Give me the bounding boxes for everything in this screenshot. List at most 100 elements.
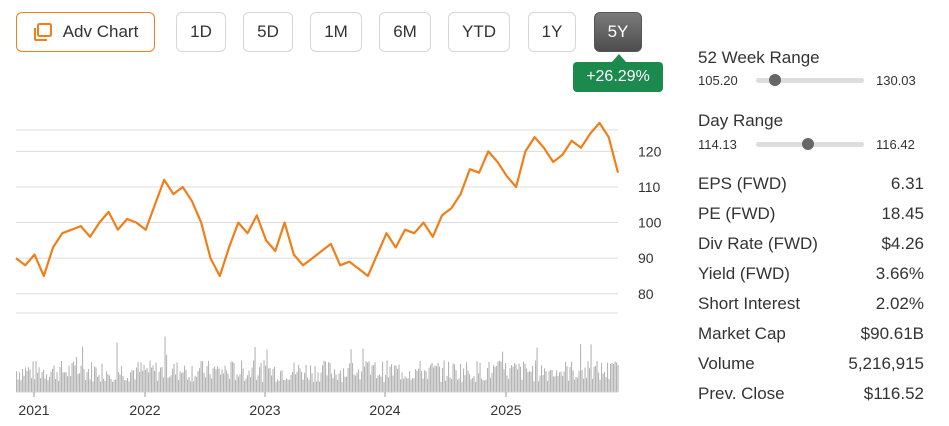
volume-bar bbox=[56, 372, 58, 392]
stat-label: EPS (FWD) bbox=[698, 174, 787, 193]
volume-bar bbox=[617, 365, 619, 392]
day-range-marker bbox=[801, 138, 814, 150]
volume-bar bbox=[271, 375, 273, 392]
volume-bar bbox=[392, 375, 394, 392]
volume-bar bbox=[545, 371, 547, 392]
volume-bar bbox=[502, 351, 504, 392]
stat-value: 5,216,915 bbox=[848, 354, 924, 373]
volume-bar bbox=[403, 378, 405, 392]
volume-bar bbox=[589, 368, 591, 392]
y-tick-label: 80 bbox=[638, 286, 654, 302]
volume-bar bbox=[122, 376, 124, 392]
volume-bar bbox=[533, 381, 535, 392]
volume-bar bbox=[410, 379, 412, 392]
period-5y-button[interactable]: 5Y bbox=[594, 12, 642, 52]
stat-eps-fwd: EPS (FWD) 6.31 bbox=[698, 169, 924, 199]
volume-bar bbox=[137, 362, 139, 392]
volume-bar bbox=[449, 377, 451, 392]
volume-bar bbox=[611, 362, 613, 392]
volume-bar bbox=[136, 367, 138, 392]
stat-label: Market Cap bbox=[698, 324, 786, 343]
volume-bar bbox=[443, 360, 445, 392]
volume-bar bbox=[551, 370, 553, 392]
volume-bar bbox=[460, 364, 462, 392]
volume-bar bbox=[166, 355, 168, 392]
volume-bar bbox=[541, 365, 543, 392]
period-1m-button[interactable]: 1M bbox=[310, 12, 362, 52]
volume-bar bbox=[140, 362, 142, 392]
volume-bar bbox=[193, 381, 195, 392]
volume-bar bbox=[568, 380, 570, 392]
period-1d-button[interactable]: 1D bbox=[176, 12, 226, 52]
volume-bar bbox=[260, 362, 262, 392]
volume-bar bbox=[356, 372, 358, 392]
volume-bar bbox=[272, 368, 274, 392]
volume-bar bbox=[532, 365, 534, 392]
volume-bar bbox=[373, 365, 375, 392]
volume-bar bbox=[278, 380, 280, 392]
volume-bar bbox=[200, 361, 202, 392]
volume-bar bbox=[509, 367, 511, 392]
period-6m-button[interactable]: 6M bbox=[379, 12, 431, 52]
volume-bar bbox=[580, 344, 582, 392]
volume-bar bbox=[230, 361, 232, 392]
volume-bar bbox=[490, 377, 492, 392]
volume-bar bbox=[380, 376, 382, 392]
volume-bar bbox=[287, 379, 289, 392]
volume-bar bbox=[218, 368, 220, 392]
volume-bar bbox=[176, 362, 178, 392]
volume-bar bbox=[293, 362, 295, 392]
stat-volume: Volume 5,216,915 bbox=[698, 349, 924, 379]
volume-bar bbox=[353, 374, 355, 392]
period-1y-button[interactable]: 1Y bbox=[528, 12, 576, 52]
volume-bar bbox=[614, 361, 616, 392]
volume-bar bbox=[577, 377, 579, 392]
price-chart[interactable]: 80 90 100 110 120 2021 2022 2023 2024 2025 bbox=[0, 110, 680, 426]
volume-bar bbox=[518, 363, 520, 392]
volume-bar bbox=[20, 380, 22, 392]
volume-bar bbox=[91, 362, 93, 392]
volume-bar bbox=[109, 375, 111, 392]
volume-bar bbox=[295, 374, 297, 392]
volume-bar bbox=[595, 365, 597, 392]
volume-bar bbox=[481, 378, 483, 392]
volume-bar bbox=[94, 366, 96, 392]
volume-bar bbox=[610, 363, 612, 392]
period-ytd-button[interactable]: YTD bbox=[448, 12, 510, 52]
volume-bar bbox=[476, 361, 478, 392]
volume-bar bbox=[425, 371, 427, 392]
volume-bar bbox=[574, 379, 576, 392]
volume-bar bbox=[544, 368, 546, 392]
volume-bar bbox=[427, 379, 429, 392]
volume-bar bbox=[493, 365, 495, 392]
volume-bar bbox=[53, 365, 55, 392]
volume-bar bbox=[92, 381, 94, 392]
volume-bar bbox=[59, 367, 61, 392]
adv-chart-button[interactable]: Adv Chart bbox=[16, 12, 155, 52]
stat-value: 2.02% bbox=[875, 294, 924, 313]
volume-bar bbox=[554, 376, 556, 392]
volume-bar bbox=[592, 378, 594, 392]
volume-bar bbox=[113, 380, 115, 392]
adv-chart-label: Adv Chart bbox=[62, 22, 139, 41]
volume-bar bbox=[19, 372, 21, 392]
volume-bar bbox=[593, 366, 595, 392]
volume-bar bbox=[364, 366, 366, 392]
volume-bar bbox=[362, 348, 364, 392]
volume-bar bbox=[161, 367, 163, 392]
volume-bar bbox=[400, 379, 402, 392]
volume-bar bbox=[266, 349, 268, 392]
period-5d-button[interactable]: 5D bbox=[243, 12, 293, 52]
y-tick-label: 90 bbox=[638, 250, 654, 266]
volume-bar bbox=[359, 379, 361, 392]
volume-bar bbox=[430, 364, 432, 392]
volume-bar bbox=[457, 379, 459, 392]
volume-bar bbox=[371, 365, 373, 392]
volume-bar bbox=[302, 379, 304, 392]
volume-bar bbox=[208, 360, 210, 392]
volume-bar bbox=[419, 361, 421, 392]
volume-bar bbox=[125, 380, 127, 392]
volume-bar bbox=[307, 377, 309, 392]
volume-bar bbox=[524, 363, 526, 392]
volume-bar bbox=[527, 372, 529, 392]
